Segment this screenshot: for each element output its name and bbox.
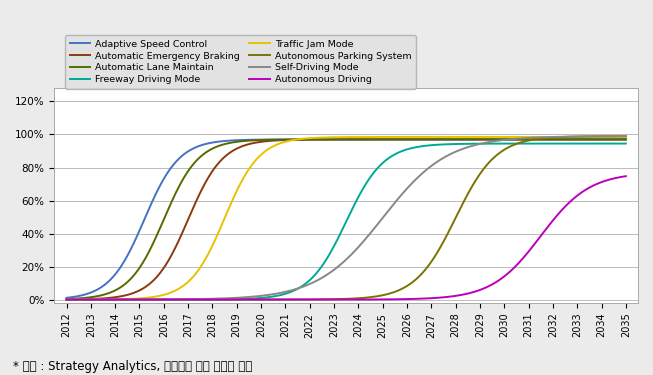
Autonomous Driving [63,297,71,302]
Autonomous Driving [309,297,317,302]
Automatic Lane Maintain [499,137,507,142]
Self-Driving Mode [509,137,517,141]
Traffic Jam Mode [499,135,507,139]
Traffic Jam Mode [509,135,517,139]
Adaptive Speed Control [289,137,296,142]
Adaptive Speed Control [509,137,517,142]
Adaptive Speed Control [119,260,127,264]
Automatic Lane Maintain [622,137,629,142]
Adaptive Speed Control [309,137,317,142]
Traffic Jam Mode [119,297,127,302]
Freeway Driving Mode [509,141,517,146]
Automatic Emergency Braking [63,297,71,302]
Freeway Driving Mode [499,141,507,146]
Automatic Emergency Braking [447,137,454,142]
Line: Autonomous Parking System: Autonomous Parking System [67,136,626,300]
Autonomous Driving [447,294,454,299]
Self-Driving Mode [309,280,317,285]
Freeway Driving Mode [63,297,71,302]
Self-Driving Mode [447,152,454,156]
Self-Driving Mode [499,138,507,142]
Autonomous Parking System [119,297,127,302]
Autonomous Parking System [499,148,507,153]
Self-Driving Mode [289,288,296,292]
Autonomous Driving [499,275,507,280]
Adaptive Speed Control [447,137,454,142]
Freeway Driving Mode [447,142,454,146]
Adaptive Speed Control [63,296,71,300]
Line: Self-Driving Mode: Self-Driving Mode [67,136,626,300]
Freeway Driving Mode [119,297,127,302]
Automatic Lane Maintain [447,137,454,142]
Automatic Emergency Braking [309,137,317,142]
Automatic Emergency Braking [289,138,296,142]
Line: Traffic Jam Mode: Traffic Jam Mode [67,137,626,300]
Autonomous Parking System [622,134,629,138]
Line: Automatic Lane Maintain: Automatic Lane Maintain [67,140,626,299]
Traffic Jam Mode [622,135,629,139]
Traffic Jam Mode [309,136,317,140]
Self-Driving Mode [622,134,629,138]
Automatic Emergency Braking [509,137,517,142]
Line: Automatic Emergency Braking: Automatic Emergency Braking [67,140,626,300]
Legend: Adaptive Speed Control, Automatic Emergency Braking, Automatic Lane Maintain, Fr: Adaptive Speed Control, Automatic Emerge… [65,35,416,89]
Automatic Emergency Braking [119,294,127,298]
Automatic Lane Maintain [309,137,317,142]
Text: * 출처 : Strategy Analytics, 미래에쒛 대우 리서치 센터: * 출처 : Strategy Analytics, 미래에쒛 대우 리서치 센… [13,360,252,373]
Traffic Jam Mode [447,135,454,139]
Autonomous Parking System [447,226,454,230]
Autonomous Parking System [309,297,317,302]
Autonomous Parking System [63,297,71,302]
Freeway Driving Mode [309,275,317,279]
Autonomous Driving [119,297,127,302]
Autonomous Parking System [509,143,517,148]
Line: Freeway Driving Mode: Freeway Driving Mode [67,144,626,300]
Autonomous Parking System [289,297,296,302]
Self-Driving Mode [119,297,127,302]
Automatic Lane Maintain [289,137,296,142]
Traffic Jam Mode [289,138,296,142]
Self-Driving Mode [63,297,71,302]
Line: Adaptive Speed Control: Adaptive Speed Control [67,140,626,298]
Autonomous Driving [622,174,629,178]
Autonomous Driving [509,267,517,271]
Traffic Jam Mode [63,297,71,302]
Adaptive Speed Control [499,137,507,142]
Freeway Driving Mode [289,289,296,293]
Automatic Emergency Braking [622,137,629,142]
Automatic Emergency Braking [499,137,507,142]
Automatic Lane Maintain [119,283,127,287]
Adaptive Speed Control [622,137,629,142]
Freeway Driving Mode [622,141,629,146]
Automatic Lane Maintain [509,137,517,142]
Automatic Lane Maintain [63,297,71,301]
Autonomous Driving [289,297,296,302]
Line: Autonomous Driving: Autonomous Driving [67,176,626,300]
